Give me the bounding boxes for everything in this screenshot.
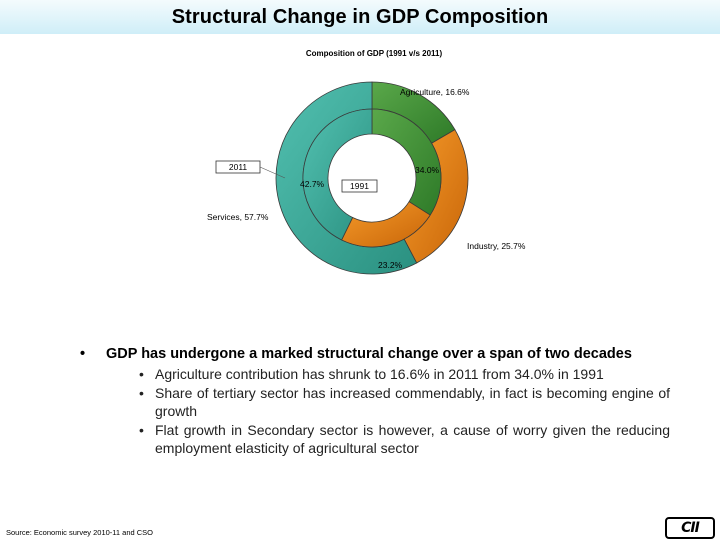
sub-bullet-text: Share of tertiary sector has increased c… [155,384,670,420]
label-1991-industry: 23.2% [378,260,403,270]
slide-title: Structural Change in GDP Composition [171,6,549,28]
gdp-doughnut-chart: Composition of GDP (1991 v/s 2011) Agric… [207,49,526,275]
bullet-main: • GDP has undergone a marked structural … [80,345,670,363]
bullet-marker: • [139,421,144,438]
ring-label-2011: 2011 [229,162,248,172]
bullet-marker: • [80,346,86,362]
cii-logo: CII [665,517,715,539]
label-2011-industry: Industry, 25.7% [467,241,526,251]
sub-bullet: • Flat growth in Secondary sector is how… [135,421,670,458]
label-2011-services: Services, 57.7% [207,212,269,222]
title-bar: Structural Change in GDP Composition [0,0,720,34]
slice-1991-services [302,108,373,241]
ring-label-1991: 1991 [350,181,369,191]
sub-bullet: • Agriculture contribution has shrunk to… [135,365,670,384]
sub-bullet-text: Agriculture contribution has shrunk to 1… [155,366,604,382]
sub-bullet: • Share of tertiary sector has increased… [135,384,670,421]
ring-label-2011-leader [259,166,286,179]
bullet-marker: • [139,384,144,401]
label-1991-agriculture: 34.0% [415,165,440,175]
sub-bullet-text: Flat growth in Secondary sector is howev… [155,421,670,457]
ring-label-1991-box [341,179,378,193]
bullet-list: • GDP has undergone a marked structural … [80,345,670,458]
label-1991-services: 42.7% [300,179,325,189]
label-2011-agriculture: Agriculture, 16.6% [400,87,470,97]
bullet-main-text: GDP has undergone a marked structural ch… [106,346,632,362]
bullet-marker: • [139,366,144,382]
chart-title: Composition of GDP (1991 v/s 2011) [306,49,443,58]
source-note: Source: Economic survey 2010-11 and CSO [6,528,154,537]
